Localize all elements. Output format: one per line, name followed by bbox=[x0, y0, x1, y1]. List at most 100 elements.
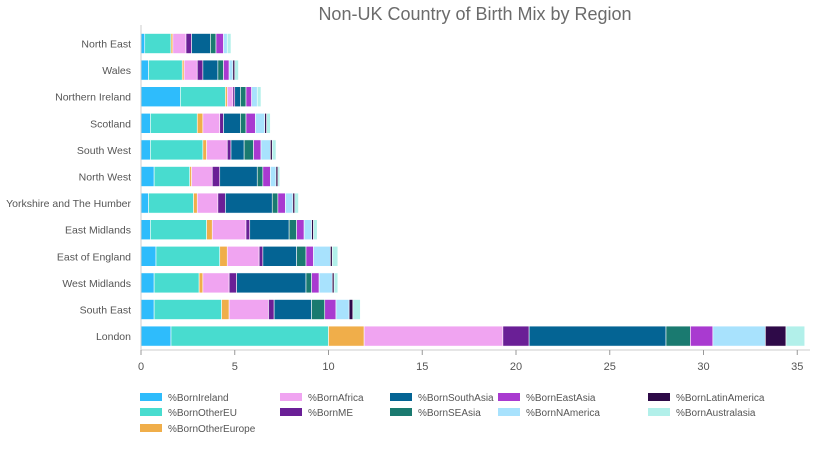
bar-segment bbox=[228, 299, 269, 320]
bar-segment bbox=[148, 59, 183, 81]
legend-swatch bbox=[498, 393, 520, 401]
category-label: South East bbox=[80, 305, 131, 317]
bar-segment bbox=[313, 246, 331, 267]
bar-segment bbox=[219, 113, 224, 134]
bar-segment bbox=[140, 139, 151, 161]
bar-segment bbox=[311, 299, 326, 320]
bar-segment bbox=[305, 246, 314, 267]
bar-segment bbox=[226, 86, 234, 107]
bar-segment bbox=[256, 86, 262, 107]
bar-segment bbox=[140, 33, 146, 54]
bar-segment bbox=[217, 59, 224, 81]
bar-segment bbox=[249, 219, 290, 240]
legend-label: %BornIreland bbox=[168, 393, 229, 404]
bar-segment bbox=[285, 192, 294, 214]
bar-segment bbox=[765, 325, 787, 347]
category-label: West Midlands bbox=[62, 278, 131, 290]
x-axis: 0 5 10 15 20 25 30 35 bbox=[138, 25, 810, 373]
legend-swatch bbox=[390, 408, 412, 416]
bar-segment bbox=[211, 166, 221, 187]
bar-segment bbox=[243, 139, 254, 161]
bar-segment bbox=[294, 192, 299, 214]
bar-segment bbox=[140, 325, 172, 347]
bar-segment bbox=[258, 246, 264, 267]
legend-swatch bbox=[140, 424, 162, 432]
bar-segment bbox=[196, 113, 204, 134]
category-label: Scotland bbox=[90, 118, 131, 130]
bar-segment bbox=[260, 139, 271, 161]
bar-segment bbox=[223, 33, 228, 54]
bar-segment bbox=[150, 219, 207, 240]
bar-segment bbox=[236, 272, 307, 294]
bar-segment bbox=[262, 166, 271, 187]
bar-segment bbox=[271, 139, 277, 161]
bar-segment bbox=[245, 86, 252, 107]
bar-segment bbox=[140, 192, 149, 214]
legend-label: %BornNAmerica bbox=[526, 408, 600, 419]
bar-segment bbox=[262, 246, 297, 267]
bar-segment bbox=[202, 113, 221, 134]
bars-layer bbox=[140, 33, 806, 347]
bar-segment bbox=[785, 325, 806, 347]
bar-segment bbox=[245, 219, 251, 240]
bar-segment bbox=[219, 166, 258, 187]
bar-segment bbox=[266, 113, 271, 134]
x-tick-label: 30 bbox=[697, 361, 709, 373]
bar-segment bbox=[202, 139, 207, 161]
legend-swatch bbox=[140, 393, 162, 401]
bar-segment bbox=[240, 86, 247, 107]
bar-segment bbox=[210, 33, 217, 54]
bar-segment bbox=[311, 272, 320, 294]
bar-segment bbox=[228, 59, 234, 81]
x-tick-label: 0 bbox=[138, 361, 144, 373]
bar-segment bbox=[153, 272, 200, 294]
category-label: North East bbox=[81, 39, 131, 51]
bar-segment bbox=[206, 219, 213, 240]
bar-segment bbox=[155, 246, 221, 267]
bar-segment bbox=[198, 272, 204, 294]
bar-segment bbox=[150, 139, 204, 161]
category-label: Wales bbox=[102, 65, 131, 77]
bar-segment bbox=[140, 272, 155, 294]
category-label: North West bbox=[79, 172, 131, 184]
legend-label: %BornME bbox=[308, 408, 353, 419]
legend-swatch bbox=[280, 393, 302, 401]
bar-segment bbox=[140, 166, 155, 187]
bar-segment bbox=[228, 272, 237, 294]
bar-segment bbox=[140, 299, 155, 320]
bar-segment bbox=[324, 299, 337, 320]
bar-segment bbox=[256, 166, 264, 187]
bar-segment bbox=[690, 325, 714, 347]
legend-label: %BornSEAsia bbox=[418, 408, 481, 419]
bar-segment bbox=[191, 33, 211, 54]
bar-segment bbox=[296, 246, 307, 267]
category-label: Northern Ireland bbox=[55, 92, 131, 104]
bar-segment bbox=[215, 33, 224, 54]
legend-swatch bbox=[140, 408, 162, 416]
bar-segment bbox=[223, 59, 230, 81]
x-tick-label: 10 bbox=[322, 361, 334, 373]
bar-segment bbox=[226, 33, 232, 54]
legend-swatch bbox=[280, 408, 302, 416]
bar-segment bbox=[202, 272, 230, 294]
bar-segment bbox=[196, 192, 219, 214]
legend-label: %BornAfrica bbox=[308, 393, 364, 404]
bar-segment bbox=[333, 272, 339, 294]
bar-segment bbox=[170, 325, 329, 347]
bar-segment bbox=[328, 325, 365, 347]
bar-segment bbox=[140, 246, 157, 267]
category-label: Yorkshire and The Humber bbox=[6, 198, 131, 210]
category-labels: North East Wales Northern Ireland Scotland S… bbox=[6, 39, 131, 344]
bar-segment bbox=[144, 33, 172, 54]
legend-swatch bbox=[498, 408, 520, 416]
x-tick-label: 20 bbox=[510, 361, 522, 373]
x-tick-label: 35 bbox=[791, 361, 803, 373]
legend: %BornIreland %BornOtherEU %BornOtherEurope… bbox=[140, 393, 765, 435]
bar-segment bbox=[185, 33, 192, 54]
bar-segment bbox=[270, 166, 277, 187]
bar-segment bbox=[318, 272, 333, 294]
bar-segment bbox=[234, 59, 239, 81]
category-label: East of England bbox=[57, 251, 131, 263]
x-tick-label: 25 bbox=[604, 361, 616, 373]
bar-segment bbox=[191, 166, 213, 187]
